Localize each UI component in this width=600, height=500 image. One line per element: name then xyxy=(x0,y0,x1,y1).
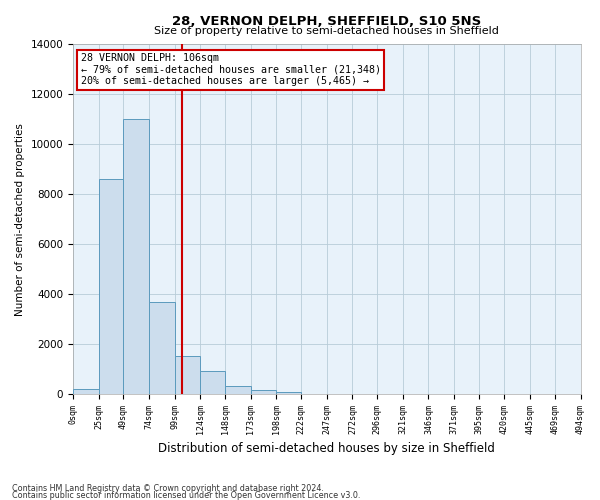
Text: Contains public sector information licensed under the Open Government Licence v3: Contains public sector information licen… xyxy=(12,491,361,500)
Bar xyxy=(73,389,99,394)
Bar xyxy=(251,390,277,394)
Y-axis label: Number of semi-detached properties: Number of semi-detached properties xyxy=(15,123,25,316)
Bar xyxy=(200,372,225,394)
Bar xyxy=(149,302,175,394)
Bar xyxy=(277,392,301,394)
Text: Size of property relative to semi-detached houses in Sheffield: Size of property relative to semi-detach… xyxy=(154,26,499,36)
Bar xyxy=(225,386,251,394)
Bar xyxy=(99,180,124,394)
Bar xyxy=(175,356,200,394)
Title: 28, VERNON DELPH, SHEFFIELD, S10 5NS: 28, VERNON DELPH, SHEFFIELD, S10 5NS xyxy=(172,15,481,28)
Text: Contains HM Land Registry data © Crown copyright and database right 2024.: Contains HM Land Registry data © Crown c… xyxy=(12,484,324,493)
Text: 28 VERNON DELPH: 106sqm
← 79% of semi-detached houses are smaller (21,348)
20% o: 28 VERNON DELPH: 106sqm ← 79% of semi-de… xyxy=(80,53,380,86)
Bar xyxy=(124,120,149,394)
X-axis label: Distribution of semi-detached houses by size in Sheffield: Distribution of semi-detached houses by … xyxy=(158,442,495,455)
